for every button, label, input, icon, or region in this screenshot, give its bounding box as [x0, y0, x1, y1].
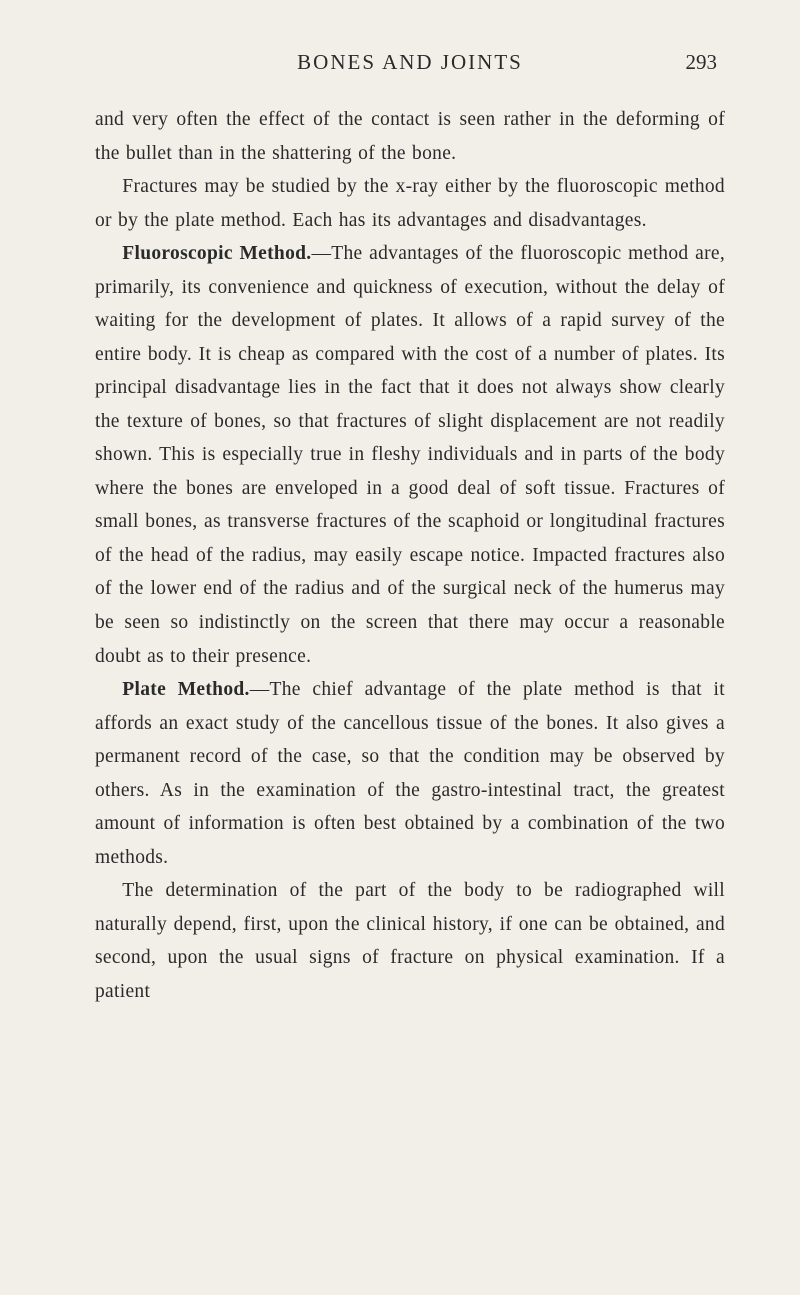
section-head-plate: Plate Method. [122, 679, 249, 700]
paragraph: The determination of the part of the bod… [95, 874, 725, 1008]
page-number: 293 [667, 50, 717, 75]
page-header: BONES AND JOINTS 293 [95, 50, 725, 75]
body-text: and very often the effect of the contact… [95, 103, 725, 1008]
section-head-fluoroscopic: Fluoroscopic Method. [122, 243, 311, 264]
running-head: BONES AND JOINTS [153, 50, 667, 75]
paragraph: Fractures may be studied by the x-ray ei… [95, 170, 725, 237]
paragraph-plate: Plate Method.—The chief advantage of the… [95, 673, 725, 874]
paragraph-body: —The advantages of the fluoro­scopic met… [95, 243, 725, 666]
paragraph-fluoroscopic: Fluoroscopic Method.—The advantages of t… [95, 237, 725, 673]
paragraph-body: —The chief advantage of the plate method… [95, 679, 725, 868]
paragraph-continuation: and very often the effect of the contact… [95, 103, 725, 170]
